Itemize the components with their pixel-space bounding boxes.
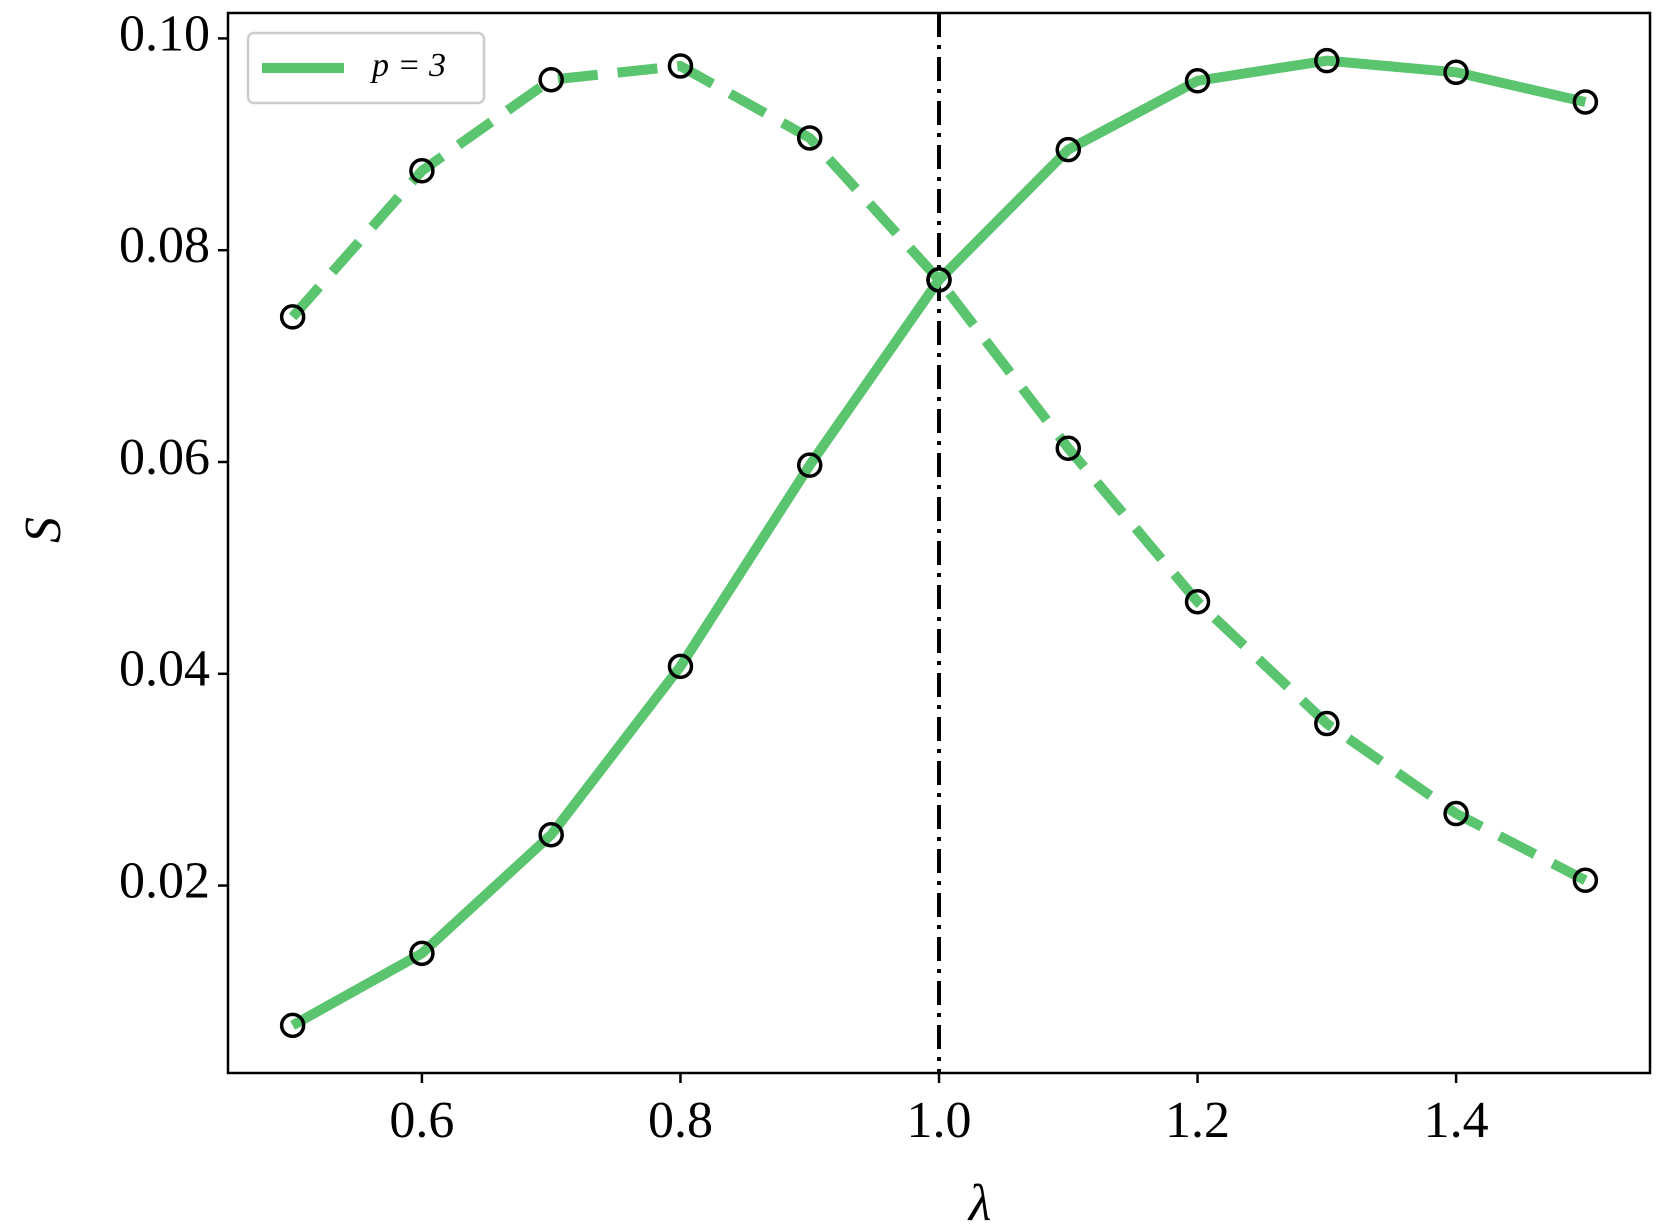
x-tick-label: 1.0	[907, 1092, 972, 1149]
data-point	[538, 66, 564, 93]
y-tick-label: 0.04	[119, 641, 210, 698]
data-point	[409, 158, 435, 184]
y-axis-label: S	[15, 517, 72, 543]
data-point	[796, 125, 823, 151]
data-point	[667, 653, 694, 680]
x-tick-label: 1.4	[1424, 1092, 1489, 1149]
data-point	[409, 940, 435, 967]
x-tick-label: 1.2	[1165, 1092, 1230, 1149]
data-point	[279, 304, 306, 330]
data-point	[1184, 68, 1211, 94]
data-point	[538, 821, 564, 848]
legend-box	[246, 31, 486, 105]
x-axis-label: λ	[967, 1175, 992, 1224]
data-point	[1314, 47, 1340, 74]
x-tick-label: 0.8	[648, 1092, 713, 1149]
data-point	[1443, 59, 1469, 86]
data-point	[279, 1012, 306, 1039]
data-point	[1314, 710, 1340, 737]
data-point	[1184, 589, 1211, 615]
data-point	[796, 452, 823, 478]
y-tick-label: 0.06	[119, 429, 210, 486]
series-line	[288, 60, 1588, 885]
data-point	[1443, 800, 1469, 827]
y-tick-label: 0.10	[119, 5, 210, 62]
y-tick-label: 0.08	[119, 217, 210, 274]
data-point	[1572, 867, 1599, 894]
y-tick-label: 0.02	[119, 853, 210, 910]
data-point	[1055, 136, 1082, 163]
data-point	[926, 267, 952, 293]
legend-label: p = 3	[370, 47, 446, 84]
data-point	[1572, 89, 1599, 115]
data-point	[667, 53, 694, 79]
data-point	[1055, 435, 1082, 461]
plot-frame	[226, 11, 1652, 1075]
series-line	[290, 55, 1587, 1030]
x-tick-label: 0.6	[389, 1092, 454, 1149]
